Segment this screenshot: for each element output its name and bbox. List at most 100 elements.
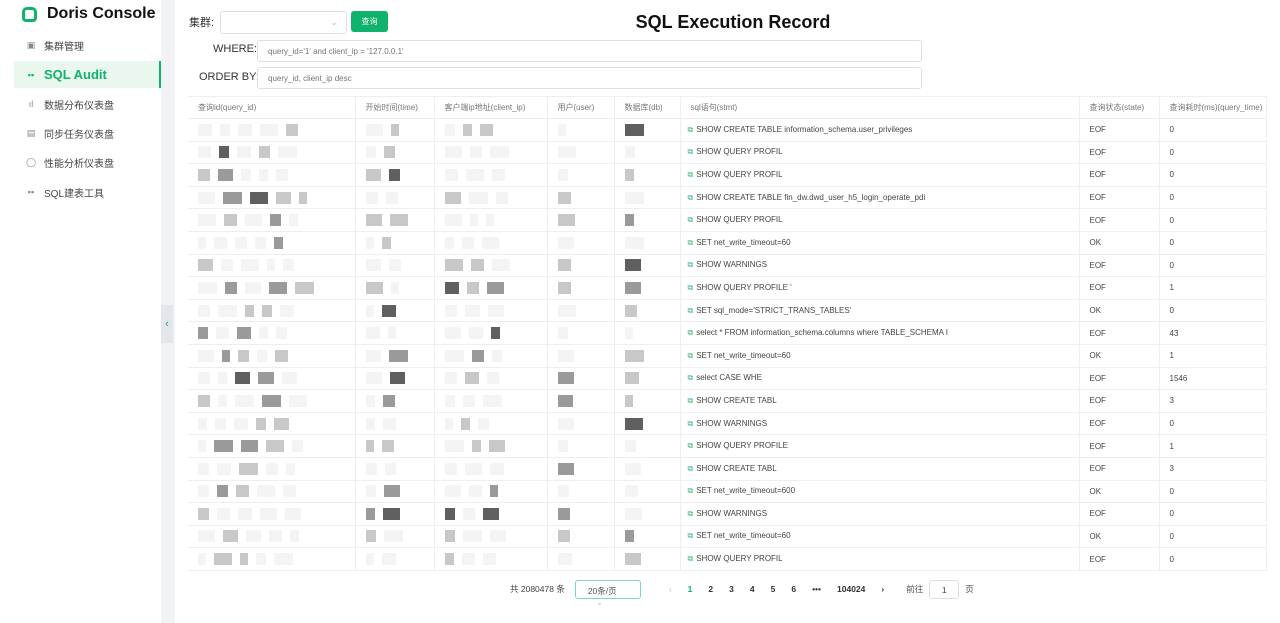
redacted-block [624, 394, 633, 407]
table-row[interactable]: ⧉ SHOW QUERY PROFILE EOF 1 [188, 434, 1267, 458]
state-cell: EOF [1079, 163, 1160, 187]
page-last[interactable]: 104024 [837, 584, 866, 594]
prev-page-button[interactable]: ‹ [668, 584, 672, 594]
table-row[interactable]: ⧉ SHOW QUERY PROFIL EOF 0 [188, 163, 1267, 187]
column-header-2[interactable]: 客户端ip地址(client_ip) [434, 96, 548, 119]
copy-icon[interactable]: ⧉ [687, 554, 694, 564]
column-header-1[interactable]: 开始时间(time) [355, 96, 435, 119]
sidebar-item-3[interactable]: ▤ 同步任务仪表盘 [14, 120, 161, 147]
table-row[interactable]: ⧉ SHOW CREATE TABL EOF 3 [188, 389, 1267, 413]
redacted-cell [614, 231, 681, 255]
copy-icon[interactable]: ⧉ [687, 373, 694, 383]
collapse-sidebar-button[interactable]: ‹ [161, 305, 173, 343]
copy-icon[interactable]: ⧉ [687, 260, 694, 270]
redacted-block [216, 327, 229, 340]
redacted-block [259, 146, 270, 159]
stmt-text: SET net_write_timeout=60 [696, 237, 791, 247]
next-page-button[interactable]: › [881, 584, 885, 594]
table-row[interactable]: ⧉ SHOW QUERY PROFIL EOF 0 [188, 141, 1267, 165]
query-time-cell: 0 [1159, 208, 1267, 232]
query-time-cell: 0 [1159, 525, 1267, 549]
redacted-block [222, 349, 230, 362]
table-row[interactable]: ⧉ SET net_write_timeout=60 OK 1 [188, 344, 1267, 368]
goto-page-input[interactable]: 1 [929, 579, 960, 599]
redacted-cell [547, 186, 615, 210]
redacted-block [274, 417, 289, 430]
sidebar-item-1[interactable]: ▪▪ SQL Audit [14, 61, 161, 89]
redacted-block [198, 304, 210, 317]
copy-icon[interactable]: ⧉ [687, 418, 694, 428]
table-row[interactable]: ⧉ SET net_write_timeout=60 OK 0 [188, 525, 1267, 549]
copy-icon[interactable]: ⧉ [687, 124, 694, 134]
redacted-block [624, 507, 642, 520]
document-icon: ▤ [26, 127, 36, 138]
table-row[interactable]: ⧉ SHOW QUERY PROFILE ' EOF 1 [188, 276, 1267, 300]
page-5[interactable]: 5 [770, 584, 776, 594]
table-row[interactable]: ⧉ SET net_write_timeout=600 OK 0 [188, 480, 1267, 504]
copy-icon[interactable]: ⧉ [687, 328, 694, 338]
table-row[interactable]: ⧉ SHOW WARNINGS EOF 0 [188, 412, 1267, 436]
copy-icon[interactable]: ⧉ [687, 147, 694, 157]
table-row[interactable]: ⧉ SHOW QUERY PROFIL EOF 0 [188, 547, 1267, 571]
sidebar-item-2[interactable]: ıl 数据分布仪表盘 [14, 91, 161, 118]
copy-icon[interactable]: ⧉ [687, 305, 694, 315]
stmt-text: SHOW CREATE TABLE information_schema.use… [696, 124, 913, 134]
copy-icon[interactable]: ⧉ [687, 395, 694, 405]
page-2[interactable]: 2 [708, 584, 714, 594]
table-row[interactable]: ⧉ select CASE WHE EOF 1546 [188, 367, 1267, 391]
copy-icon[interactable]: ⧉ [687, 169, 694, 179]
copy-icon[interactable]: ⧉ [687, 215, 694, 225]
table-row[interactable]: ⧉ SHOW WARNINGS EOF 0 [188, 254, 1267, 278]
redacted-cell [355, 525, 435, 549]
redacted-block [444, 485, 461, 498]
column-header-3[interactable]: 用户(user) [547, 96, 615, 119]
column-header-0[interactable]: 查询id(query_id) [188, 96, 356, 119]
sidebar-item-5[interactable]: ▪▪ SQL建表工具 [14, 179, 161, 206]
page-6[interactable]: 6 [791, 584, 797, 594]
copy-icon[interactable]: ⧉ [687, 441, 694, 451]
redacted-block [485, 214, 494, 227]
page-1[interactable]: 1 [687, 584, 693, 594]
column-header-5[interactable]: sql语句(stmt) [680, 96, 1080, 119]
copy-icon[interactable]: ⧉ [687, 282, 694, 292]
redacted-cell [547, 254, 615, 278]
table-row[interactable]: ⧉ SET net_write_timeout=60 OK 0 [188, 231, 1267, 255]
table-row[interactable]: ⧉ SHOW WARNINGS EOF 0 [188, 502, 1267, 526]
redacted-block [557, 417, 574, 430]
sidebar-item-4[interactable]: ◯ 性能分析仪表盘 [14, 149, 161, 176]
copy-icon[interactable]: ⧉ [687, 192, 694, 202]
state-cell: OK [1079, 299, 1160, 323]
table-row[interactable]: ⧉ SHOW QUERY PROFIL EOF 0 [188, 208, 1267, 232]
table-row[interactable]: ⧉ select * FROM information_schema.column… [188, 321, 1267, 345]
redacted-cell [614, 321, 681, 345]
table-row[interactable]: ⧉ SHOW CREATE TABL EOF 3 [188, 457, 1267, 481]
more-pages-button[interactable]: ••• [812, 584, 822, 594]
copy-icon[interactable]: ⧉ [687, 531, 694, 541]
page-size-select[interactable]: 20条/页 ⌄ [574, 579, 641, 607]
column-header-6[interactable]: 查询状态(state) [1079, 96, 1160, 119]
orderby-input[interactable] [257, 67, 922, 89]
table-row[interactable]: ⧉ SHOW CREATE TABLE information_schema.us… [188, 118, 1267, 142]
column-header-4[interactable]: 数据库(db) [614, 96, 681, 119]
redacted-cell [614, 186, 681, 210]
where-input[interactable] [257, 40, 922, 62]
redacted-block [285, 507, 301, 520]
table-row[interactable]: ⧉ SET sql_mode='STRICT_TRANS_TABLES' OK 0 [188, 299, 1267, 323]
copy-icon[interactable]: ⧉ [687, 237, 694, 247]
redacted-cell [434, 141, 548, 165]
state-cell: EOF [1079, 457, 1160, 481]
redacted-cell [355, 118, 435, 142]
redacted-cell [434, 457, 548, 481]
copy-icon[interactable]: ⧉ [687, 508, 694, 518]
page-4[interactable]: 4 [749, 584, 755, 594]
page-3[interactable]: 3 [729, 584, 734, 594]
copy-icon[interactable]: ⧉ [687, 350, 694, 360]
copy-icon[interactable]: ⧉ [687, 463, 694, 473]
query-time-cell: 0 [1159, 254, 1267, 278]
column-header-7[interactable]: 查询耗时(ms)(query_time) [1159, 96, 1267, 119]
table-row[interactable]: ⧉ SHOW CREATE TABLE fin_dw.dwd_user_h5_lo… [188, 186, 1267, 210]
copy-icon[interactable]: ⧉ [687, 486, 694, 496]
cluster-select[interactable]: ⌄ [220, 11, 347, 34]
sidebar-item-0[interactable]: ▣ 集群管理 [14, 32, 161, 59]
query-button[interactable]: 查询 [351, 11, 388, 32]
